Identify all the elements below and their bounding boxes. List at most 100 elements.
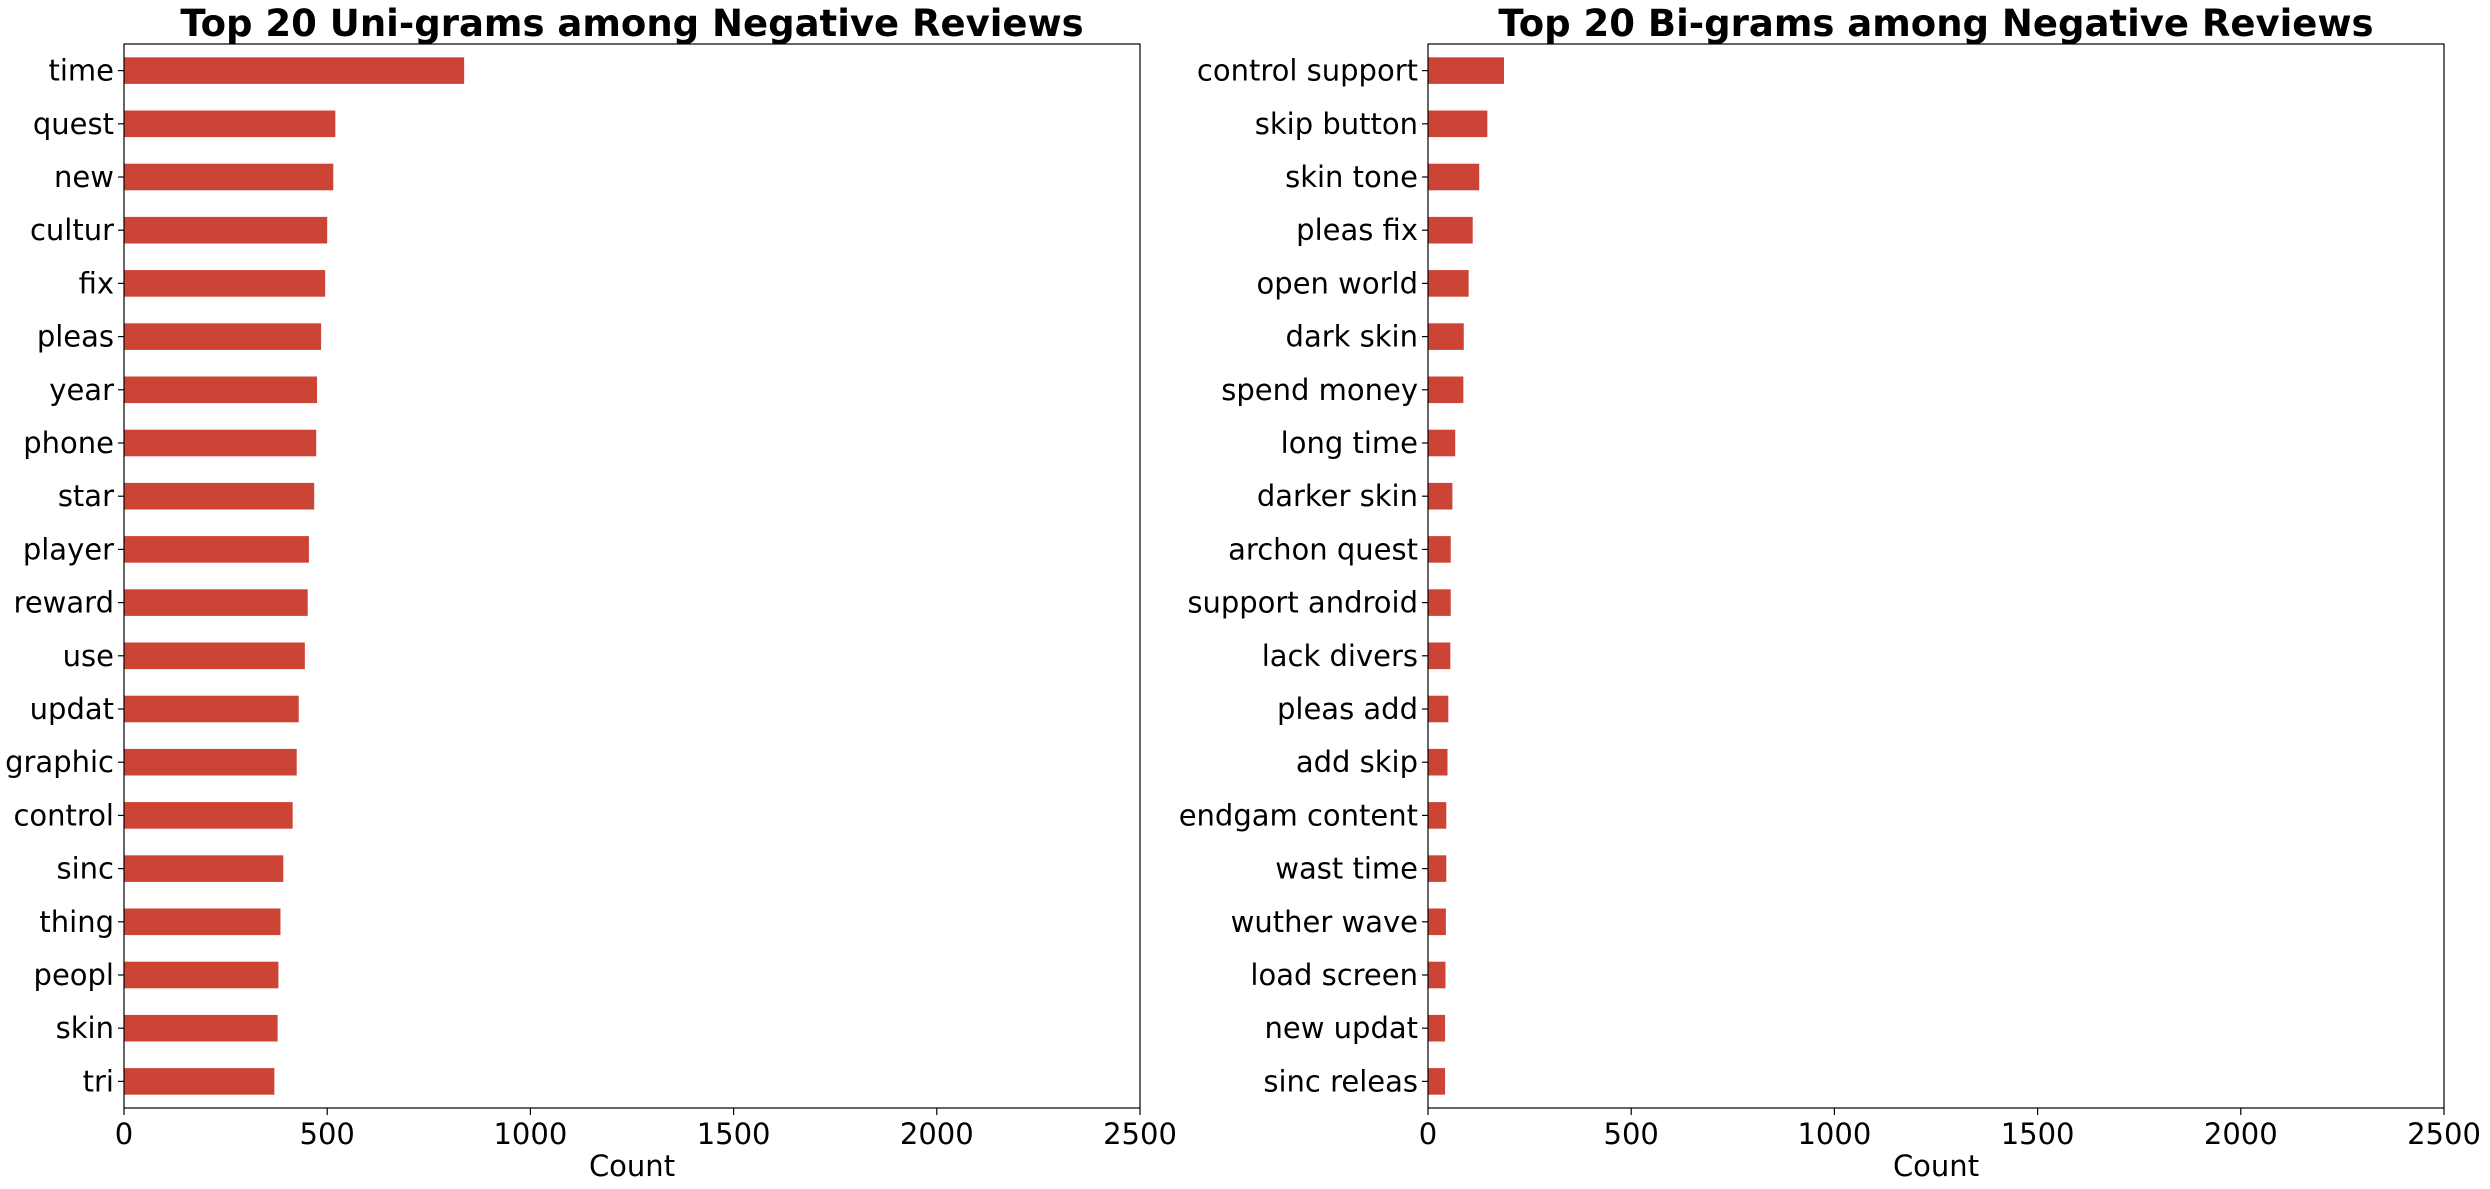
bar bbox=[1428, 110, 1488, 138]
bar bbox=[124, 642, 305, 670]
category-label: phone bbox=[23, 426, 114, 460]
category-label: thing bbox=[39, 905, 114, 939]
category-label: open world bbox=[1257, 266, 1418, 300]
category-label: spend money bbox=[1221, 373, 1418, 407]
category-label: archon quest bbox=[1228, 532, 1418, 566]
category-label: time bbox=[48, 54, 114, 88]
category-label: wuther wave bbox=[1231, 905, 1418, 939]
x-tick-label: 2500 bbox=[1103, 1117, 1177, 1151]
chart-title: Top 20 Bi-grams among Negative Reviews bbox=[1498, 2, 2373, 45]
chart-bigrams: Top 20 Bi-grams among Negative Reviews c… bbox=[1179, 2, 2481, 1183]
category-label: pleas bbox=[37, 320, 114, 354]
x-tick-label: 1500 bbox=[697, 1117, 771, 1151]
bars-group bbox=[124, 57, 465, 1095]
category-label: tri bbox=[83, 1064, 114, 1098]
x-axis-label: Count bbox=[589, 1149, 675, 1183]
category-label: star bbox=[58, 479, 114, 513]
bar bbox=[1428, 57, 1504, 84]
x-tick-label: 1500 bbox=[2001, 1117, 2075, 1151]
bar bbox=[1428, 482, 1453, 510]
bar bbox=[124, 163, 334, 191]
category-label: pleas add bbox=[1277, 692, 1418, 726]
bar bbox=[1428, 1068, 1446, 1095]
bar bbox=[124, 110, 336, 138]
category-label: pleas fix bbox=[1296, 213, 1418, 247]
category-label: endgam content bbox=[1179, 798, 1418, 832]
bar bbox=[1428, 908, 1446, 936]
category-label: updat bbox=[30, 692, 114, 726]
bar bbox=[1428, 163, 1480, 191]
category-label: support android bbox=[1187, 586, 1418, 620]
bar bbox=[1428, 748, 1448, 776]
category-label: load screen bbox=[1250, 958, 1418, 992]
bar bbox=[1428, 589, 1451, 616]
category-label: quest bbox=[33, 107, 114, 141]
bar bbox=[124, 961, 279, 989]
bar bbox=[124, 1068, 275, 1095]
category-label: graphic bbox=[5, 745, 114, 779]
x-tick-label: 2000 bbox=[900, 1117, 974, 1151]
bar bbox=[124, 57, 465, 84]
category-label: sinc releas bbox=[1263, 1064, 1418, 1098]
category-label: peopl bbox=[34, 958, 114, 992]
category-label: long time bbox=[1281, 426, 1418, 460]
bars-group bbox=[1428, 57, 1504, 1095]
x-tick-label: 0 bbox=[115, 1117, 133, 1151]
bar bbox=[1428, 216, 1473, 244]
bar bbox=[124, 908, 281, 936]
x-tick-label: 2000 bbox=[2204, 1117, 2278, 1151]
x-tick-label: 500 bbox=[300, 1117, 355, 1151]
bar bbox=[124, 589, 308, 616]
bar bbox=[124, 695, 299, 723]
category-label: new bbox=[54, 160, 114, 194]
category-labels: control support skip button skin tone pleas… bbox=[1179, 54, 1428, 1098]
category-label: lack divers bbox=[1262, 639, 1418, 673]
category-label: player bbox=[23, 532, 114, 566]
category-label: fix bbox=[79, 266, 114, 300]
category-label: skin tone bbox=[1285, 160, 1418, 194]
bar bbox=[124, 748, 297, 776]
bar bbox=[124, 429, 317, 457]
bar bbox=[124, 482, 315, 510]
bar bbox=[124, 323, 322, 350]
category-label: reward bbox=[14, 586, 114, 620]
chart-unigrams: Top 20 Uni-grams among Negative Reviews … bbox=[5, 2, 1177, 1183]
category-label: cultur bbox=[30, 213, 114, 247]
category-labels: time quest new cultur fix pleas year phone star p… bbox=[5, 54, 124, 1098]
bar bbox=[1428, 536, 1451, 563]
category-label: use bbox=[63, 639, 114, 673]
plot-frame bbox=[123, 43, 1141, 1109]
category-label: year bbox=[49, 373, 114, 407]
x-tick-label: 1000 bbox=[1797, 1117, 1871, 1151]
bar bbox=[1428, 323, 1464, 350]
x-axis-label: Count bbox=[1893, 1149, 1979, 1183]
category-label: sinc bbox=[57, 852, 115, 886]
category-label: skip button bbox=[1255, 107, 1418, 141]
category-label: control support bbox=[1197, 54, 1418, 88]
category-label: dark skin bbox=[1286, 320, 1418, 354]
category-label: wast time bbox=[1275, 852, 1418, 886]
x-tick-label: 1000 bbox=[493, 1117, 567, 1151]
bar bbox=[1428, 802, 1447, 829]
bar bbox=[1428, 1014, 1446, 1042]
bar bbox=[124, 536, 309, 563]
x-tick-label: 0 bbox=[1419, 1117, 1437, 1151]
bar bbox=[124, 270, 326, 297]
x-ticks: 0 500 1000 1500 2000 2500 bbox=[1419, 1108, 2481, 1151]
bar bbox=[124, 376, 318, 404]
bar bbox=[124, 802, 293, 829]
bar bbox=[1428, 695, 1449, 723]
category-label: new updat bbox=[1265, 1011, 1419, 1045]
bar bbox=[1428, 429, 1456, 457]
bar bbox=[124, 1014, 278, 1042]
x-tick-label: 2500 bbox=[2407, 1117, 2481, 1151]
bar bbox=[1428, 855, 1447, 882]
category-label: skin bbox=[56, 1011, 114, 1045]
bar bbox=[124, 216, 328, 244]
plot-frame bbox=[1427, 43, 2445, 1109]
bar bbox=[1428, 642, 1451, 670]
chart-title: Top 20 Uni-grams among Negative Reviews bbox=[180, 2, 1083, 45]
bar bbox=[1428, 961, 1446, 989]
x-tick-label: 500 bbox=[1604, 1117, 1659, 1151]
